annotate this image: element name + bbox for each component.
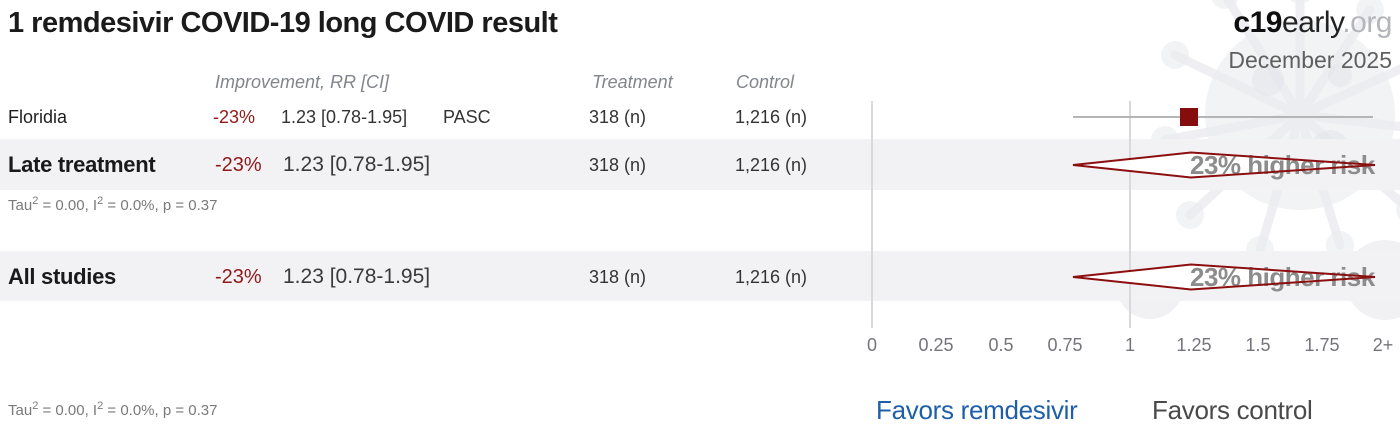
stats-sup: 2: [32, 195, 39, 207]
late-diamond-fill: [1073, 152, 1375, 178]
axis-tick-1-75: 1.75: [1304, 335, 1340, 355]
late-treatment-label: Late treatment: [8, 152, 156, 177]
stats-text: = 0.00, I: [38, 197, 98, 214]
study-improvement: -23%: [213, 107, 256, 127]
axis-tick-0-75: 0.75: [1047, 335, 1083, 355]
late-rr-ci: 1.23 [0.78-1.95]: [283, 153, 431, 176]
brand-early: early: [1281, 6, 1343, 39]
report-date: December 2025: [1228, 47, 1392, 73]
study-outcome: PASC: [443, 107, 491, 127]
stats-sup: 2: [97, 195, 104, 207]
column-header-control: Control: [736, 72, 795, 92]
study-control-n: 1,216 (n): [735, 107, 808, 127]
late-improvement: -23%: [215, 154, 262, 176]
all-rr-ci: 1.23 [0.78-1.95]: [283, 265, 431, 288]
stats-text: = 0.00, I: [38, 402, 98, 419]
stats-text: Tau: [8, 197, 33, 214]
axis-tick-1-25: 1.25: [1176, 335, 1212, 355]
axis-tick-0: 0: [866, 335, 878, 355]
stats-text: = 0.0%, p = 0.37: [103, 197, 218, 214]
all-studies-label: All studies: [8, 264, 116, 289]
stats-text: = 0.0%, p = 0.37: [103, 402, 218, 419]
axis-tick-0-5: 0.5: [988, 335, 1014, 355]
late-heterogeneity-stats: Tau2 = 0.00, I2 = 0.0%, p = 0.37: [8, 195, 218, 215]
all-improvement: -23%: [215, 266, 262, 288]
all-diamond-fill: [1073, 264, 1375, 290]
late-control-n: 1,216 (n): [735, 155, 808, 175]
all-control-n: 1,216 (n): [735, 267, 808, 287]
axis-tick-1-5: 1.5: [1245, 335, 1271, 355]
axis-tick-0-25: 0.25: [918, 335, 954, 355]
reference-line-one: [1129, 101, 1131, 328]
study-name: Floridia: [8, 107, 68, 127]
stats-sup: 2: [97, 400, 104, 412]
all-diamond-outline: [1072, 263, 1376, 291]
study-rr-ci: 1.23 [0.78-1.95]: [281, 107, 408, 127]
brand-c19: c19: [1233, 6, 1282, 39]
late-diamond-outline: [1072, 151, 1376, 179]
all-treatment-n: 318 (n): [589, 267, 647, 287]
column-header-treatment: Treatment: [592, 72, 673, 92]
page-title: 1 remdesivir COVID-19 long COVID result: [8, 7, 558, 39]
study-treatment-n: 318 (n): [589, 107, 647, 127]
favors-control-label: Favors control: [1152, 395, 1313, 425]
study-point-marker: [1180, 108, 1198, 126]
late-treatment-n: 318 (n): [589, 155, 647, 175]
brand-org: .org: [1342, 6, 1392, 39]
overall-heterogeneity-stats: Tau2 = 0.00, I2 = 0.0%, p = 0.37: [8, 400, 218, 420]
axis-tick-2plus: 2+: [1372, 335, 1394, 355]
stats-text: Tau: [8, 402, 33, 419]
study-ci-line: [1073, 116, 1373, 118]
brand-logo[interactable]: c19early.org: [1233, 6, 1392, 40]
axis-tick-1: 1: [1124, 335, 1136, 355]
axis-line-zero: [871, 101, 873, 328]
column-header-improvement: Improvement, RR [CI]: [215, 72, 390, 92]
favors-treatment-label: Favors remdesivir: [876, 395, 1078, 425]
stats-sup: 2: [32, 400, 39, 412]
